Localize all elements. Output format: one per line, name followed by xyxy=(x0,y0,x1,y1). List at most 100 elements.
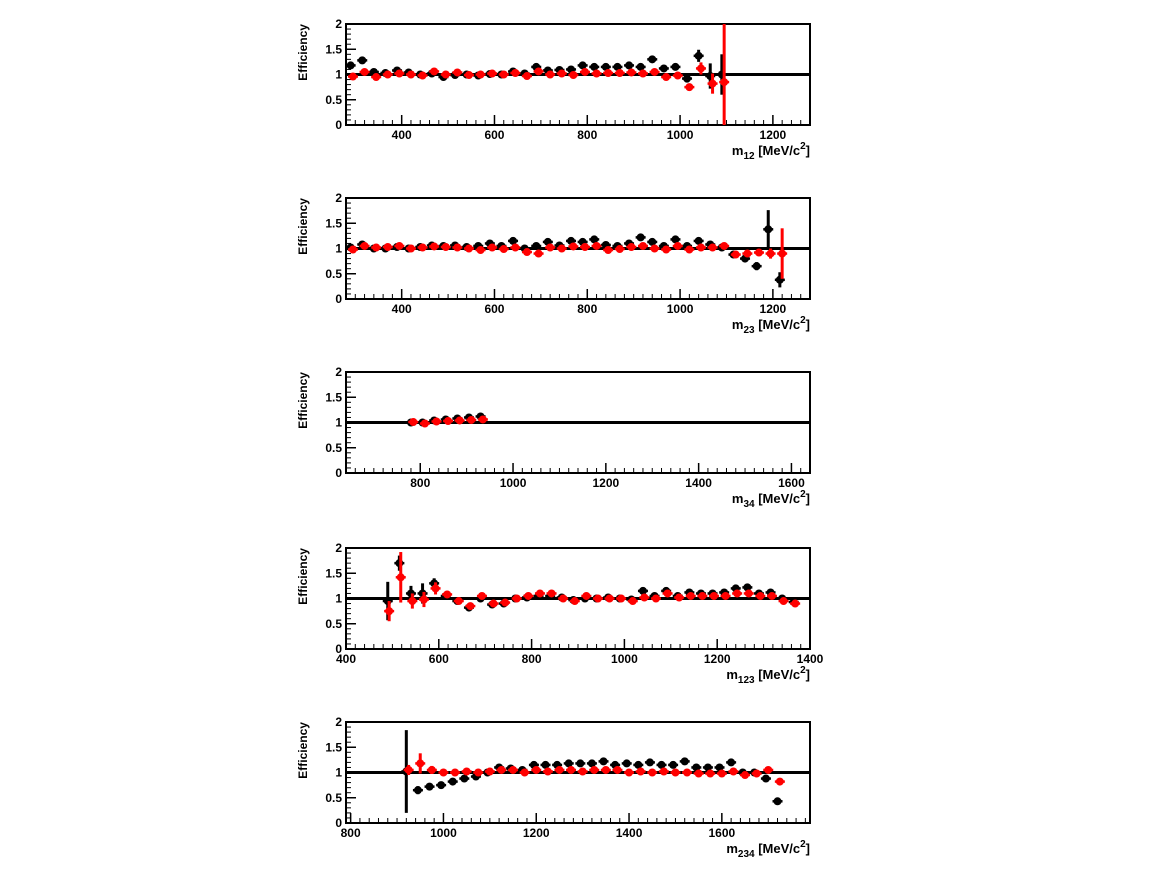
data-point xyxy=(705,769,716,778)
marker xyxy=(453,68,462,77)
data-point xyxy=(359,241,370,250)
marker xyxy=(580,242,589,251)
data-point xyxy=(774,777,785,786)
marker xyxy=(764,765,773,774)
data-point xyxy=(508,765,519,774)
marker xyxy=(534,67,543,76)
data-point xyxy=(647,55,658,64)
series-red xyxy=(347,24,730,125)
marker xyxy=(416,759,425,768)
data-point xyxy=(563,759,574,768)
data-point xyxy=(568,242,579,251)
data-point xyxy=(426,765,437,775)
data-point xyxy=(708,591,719,600)
data-point xyxy=(473,768,484,777)
marker xyxy=(395,69,404,78)
data-point xyxy=(579,67,590,76)
data-point xyxy=(566,765,577,774)
marker xyxy=(420,419,429,428)
marker xyxy=(638,241,647,250)
data-point xyxy=(670,62,681,71)
data-point xyxy=(672,241,683,250)
marker xyxy=(430,242,439,251)
x-tick-label: 1000 xyxy=(430,826,457,840)
marker xyxy=(520,768,529,777)
marker xyxy=(372,243,381,252)
marker xyxy=(455,416,464,425)
marker xyxy=(604,246,613,255)
data-point xyxy=(533,249,544,258)
marker xyxy=(733,589,742,598)
data-point xyxy=(417,243,428,252)
y-tick-label: 2 xyxy=(335,365,342,379)
data-point xyxy=(635,233,646,242)
marker xyxy=(617,594,626,603)
marker xyxy=(413,786,422,795)
x-tick-label: 600 xyxy=(429,652,449,666)
marker xyxy=(488,69,497,78)
data-point xyxy=(546,589,557,598)
data-point xyxy=(371,73,382,82)
marker xyxy=(385,607,394,616)
marker xyxy=(640,593,649,602)
x-tick-label: 1200 xyxy=(760,128,787,142)
data-point xyxy=(600,765,611,774)
data-point xyxy=(461,767,472,776)
x-tick-label: 1600 xyxy=(778,476,805,490)
x-label-sup: 2 xyxy=(800,839,806,850)
marker xyxy=(627,68,636,77)
marker xyxy=(404,765,413,774)
data-point xyxy=(763,765,774,774)
data-point xyxy=(684,83,695,92)
x-tick-label: 1200 xyxy=(704,652,731,666)
marker xyxy=(418,243,427,252)
y-tick-label: 0 xyxy=(335,816,342,830)
x-tick-label: 1000 xyxy=(667,302,694,316)
x-axis-label: m12 [MeV/c2] xyxy=(732,141,810,162)
marker xyxy=(741,771,750,780)
marker xyxy=(522,248,531,257)
data-point xyxy=(463,244,474,253)
data-point xyxy=(466,415,477,424)
y-tick-label: 0.5 xyxy=(325,267,342,281)
data-point xyxy=(531,765,542,774)
marker xyxy=(727,758,736,767)
marker xyxy=(348,72,357,81)
panel-m23: 0 0.5 1 1.5 2 Efficiency 400 600 800 1000 1200m23 … xyxy=(296,191,811,336)
data-point xyxy=(644,758,655,767)
marker xyxy=(645,758,654,767)
marker xyxy=(601,765,610,774)
x-tick-label: 1400 xyxy=(616,826,643,840)
data-point xyxy=(707,73,718,94)
data-point xyxy=(693,49,704,62)
marker xyxy=(752,769,761,778)
data-point xyxy=(581,591,592,600)
x-label-sup: 2 xyxy=(800,665,806,676)
data-point xyxy=(614,245,625,254)
data-point xyxy=(510,243,521,252)
marker xyxy=(499,70,508,79)
marker xyxy=(564,759,573,768)
data-point xyxy=(726,758,737,767)
data-point xyxy=(442,590,453,599)
data-point xyxy=(556,244,567,253)
marker xyxy=(601,62,610,71)
marker xyxy=(431,584,440,593)
y-tick-label: 1 xyxy=(335,592,342,606)
marker xyxy=(489,599,498,608)
marker xyxy=(696,64,705,73)
data-point xyxy=(577,767,588,776)
marker xyxy=(522,72,531,81)
marker xyxy=(694,236,703,245)
x-label-close: ] xyxy=(806,667,810,682)
y-tick-label: 2 xyxy=(335,715,342,729)
y-tick-label: 1.5 xyxy=(325,42,342,56)
marker xyxy=(485,767,494,776)
marker xyxy=(703,763,712,772)
data-point xyxy=(408,417,419,426)
data-point xyxy=(647,768,658,777)
data-point xyxy=(600,62,611,71)
marker xyxy=(773,797,782,806)
data-point xyxy=(417,71,428,80)
x-axis: 800 1000 1200 1400 1600 xyxy=(345,463,811,490)
